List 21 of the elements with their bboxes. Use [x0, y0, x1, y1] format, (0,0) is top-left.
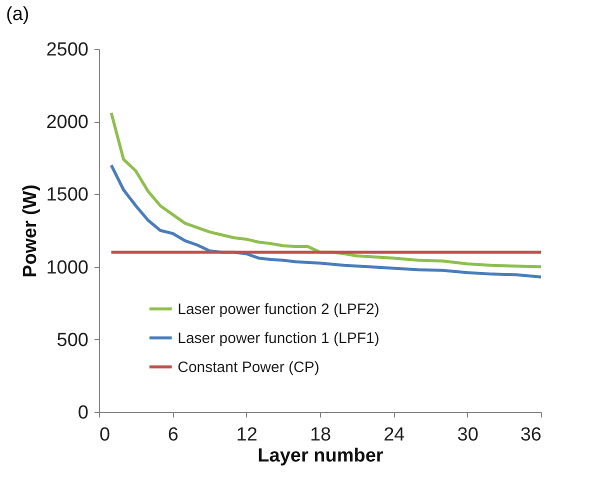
legend-label: Laser power function 2 (LPF2)	[178, 300, 380, 318]
y-tick-label: 2000	[46, 112, 88, 134]
y-tick-label: 1000	[46, 257, 88, 278]
y-tick-label: 1500	[46, 184, 88, 206]
text: (a)	[6, 4, 30, 26]
x-tick-label: 30	[457, 424, 478, 446]
x-tick-label: 12	[236, 424, 258, 446]
x-tick-label: 18	[310, 424, 332, 446]
x-tick-label: 36	[520, 424, 542, 446]
y-tick-label: 500	[56, 330, 88, 351]
legend-label: Laser power function 1 (LPF1)	[178, 330, 380, 347]
line-series	[110, 111, 542, 268]
y-tick-label: 0	[78, 402, 88, 424]
y-axis-title: Power (W)	[20, 184, 42, 278]
x-tick-label: 0	[100, 424, 110, 446]
legend-label: Constant Power (CP)	[178, 358, 320, 376]
y-tick-label: 2500	[46, 40, 88, 60]
x-tick-label: 24	[384, 424, 406, 446]
x-axis-title: Layer number	[258, 446, 384, 466]
x-tick-label: 6	[168, 424, 178, 446]
line-series	[110, 164, 542, 278]
